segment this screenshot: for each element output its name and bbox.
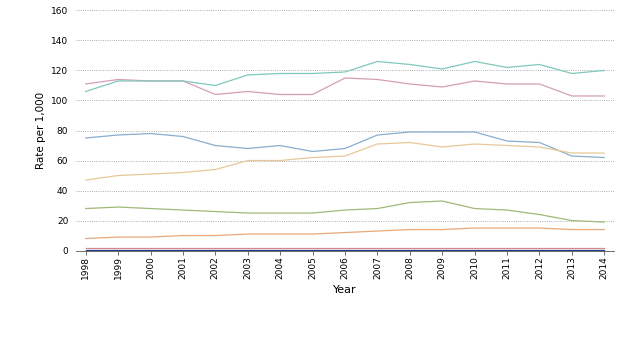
Y-axis label: Rate per 1,000: Rate per 1,000 — [35, 92, 46, 169]
X-axis label: Year: Year — [333, 285, 357, 295]
